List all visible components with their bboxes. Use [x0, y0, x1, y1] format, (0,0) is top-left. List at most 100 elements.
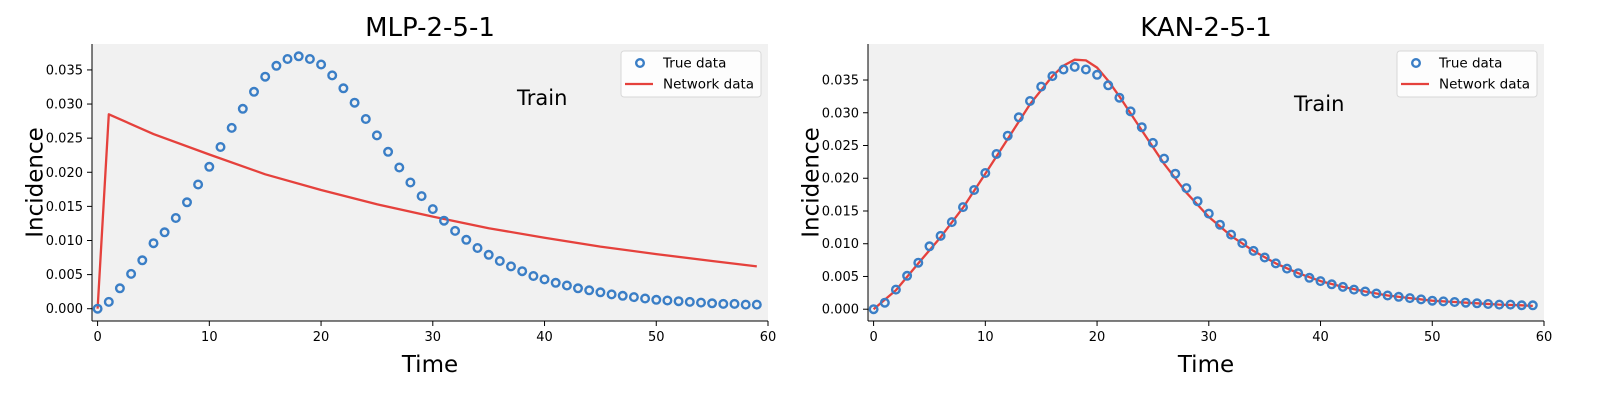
y-tick-label: 0.025 — [822, 139, 859, 154]
true-data-point — [1460, 297, 1471, 308]
true-data-point — [148, 238, 159, 249]
true-data-point — [1092, 69, 1103, 80]
y-tick-label: 0.010 — [822, 237, 859, 252]
true-data-point — [561, 280, 572, 291]
true-data-point — [1494, 299, 1505, 310]
true-data-point — [1371, 288, 1382, 299]
true-data-point — [1516, 300, 1527, 311]
true-data-point — [1103, 80, 1114, 91]
true-data-point — [980, 167, 991, 178]
true-data-point — [1080, 64, 1091, 75]
x-tick-label: 30 — [1201, 330, 1218, 345]
true-data-point — [1270, 258, 1281, 269]
true-data-point — [1471, 298, 1482, 309]
y-tick-label: 0.035 — [46, 63, 83, 78]
true-data-point — [1360, 286, 1371, 297]
true-data-point — [1393, 291, 1404, 302]
true-data-point — [472, 242, 483, 253]
true-data-point — [1404, 293, 1415, 304]
y-tick-label: 0.020 — [46, 166, 83, 181]
true-data-point — [271, 60, 282, 71]
x-axis-label: Time — [401, 352, 458, 378]
true-data-point — [1170, 168, 1181, 179]
plot-marks — [868, 58, 1538, 315]
true-data-point — [924, 241, 935, 252]
legend-marker-true-data — [1410, 58, 1421, 69]
true-data-point — [573, 283, 584, 294]
true-data-point — [159, 227, 170, 238]
chart-title: MLP-2-5-1 — [365, 13, 495, 43]
true-data-point — [1226, 229, 1237, 240]
x-tick-label: 0 — [869, 330, 877, 345]
legend-label-true-data: True data — [1438, 56, 1502, 72]
true-data-point — [349, 97, 360, 108]
train-annotation: Train — [516, 86, 567, 110]
true-data-point — [729, 298, 740, 309]
axis-ticks: 0 10 20 30 40 50 60 0.000 0.005 0.010 0.015 0.020 0.… — [46, 63, 776, 345]
y-tick-label: 0.015 — [46, 200, 83, 215]
true-data-point — [103, 296, 114, 307]
true-data-point — [1136, 122, 1147, 133]
x-axis-label: Time — [1177, 352, 1234, 378]
true-data-point — [360, 113, 371, 124]
x-tick-label: 60 — [1536, 330, 1553, 345]
true-data-point — [539, 274, 550, 285]
true-data-point — [427, 204, 438, 215]
true-data-point — [1013, 112, 1024, 123]
true-data-point — [1293, 268, 1304, 279]
true-data-point — [1427, 295, 1438, 306]
y-tick-label: 0.020 — [822, 172, 859, 187]
legend-label-network-data: Network data — [663, 77, 754, 93]
true-data-point — [1281, 263, 1292, 274]
true-data-point — [260, 71, 271, 82]
legend-label-true-data: True data — [662, 56, 726, 72]
y-tick-label: 0.005 — [46, 268, 83, 283]
true-data-point — [416, 191, 427, 202]
true-data-point — [126, 268, 137, 279]
true-data-point — [1259, 252, 1270, 263]
true-data-point — [718, 298, 729, 309]
y-tick-label: 0.035 — [822, 74, 859, 89]
true-data-point — [935, 230, 946, 241]
true-data-point — [1125, 106, 1136, 117]
true-data-point — [494, 256, 505, 267]
true-data-point — [969, 184, 980, 195]
plot-marks — [92, 51, 762, 314]
x-tick-label: 10 — [977, 330, 994, 345]
y-tick-label: 0.025 — [46, 132, 83, 147]
train-annotation: Train — [1293, 92, 1344, 116]
true-data-point — [879, 297, 890, 308]
x-tick-label: 20 — [1089, 330, 1106, 345]
true-data-point — [1047, 71, 1058, 82]
legend-marker-true-data — [635, 58, 646, 69]
true-data-point — [439, 215, 450, 226]
true-data-point — [327, 70, 338, 81]
x-tick-label: 30 — [425, 330, 442, 345]
chart-panel-mlp: 0 10 20 30 40 50 60 0.000 0.005 0.010 0.015 0.020 0.… — [23, 13, 777, 378]
true-data-point — [1114, 92, 1125, 103]
x-tick-label: 50 — [1424, 330, 1441, 345]
true-data-point — [662, 295, 673, 306]
true-data-point — [1237, 238, 1248, 249]
x-tick-label: 60 — [760, 330, 777, 345]
true-data-point — [1348, 284, 1359, 295]
true-data-point — [1036, 81, 1047, 92]
axis-ticks: 0 10 20 30 40 50 60 0.000 0.005 0.010 0.015 0.020 0.… — [822, 74, 1552, 345]
y-tick-label: 0.030 — [822, 106, 859, 121]
true-data-point — [170, 212, 181, 223]
true-data-point — [1002, 130, 1013, 141]
true-data-point — [114, 283, 125, 294]
true-data-point — [550, 277, 561, 288]
true-data-point — [1505, 299, 1516, 310]
true-data-point — [1337, 281, 1348, 292]
true-data-point — [595, 287, 606, 298]
true-data-point — [1382, 290, 1393, 301]
true-data-point — [137, 255, 148, 266]
x-tick-label: 20 — [313, 330, 330, 345]
true-data-point — [868, 304, 879, 315]
x-tick-label: 50 — [648, 330, 665, 345]
true-data-point — [248, 86, 259, 97]
true-data-point — [506, 261, 517, 272]
true-data-point — [684, 296, 695, 307]
true-data-point — [890, 284, 901, 295]
